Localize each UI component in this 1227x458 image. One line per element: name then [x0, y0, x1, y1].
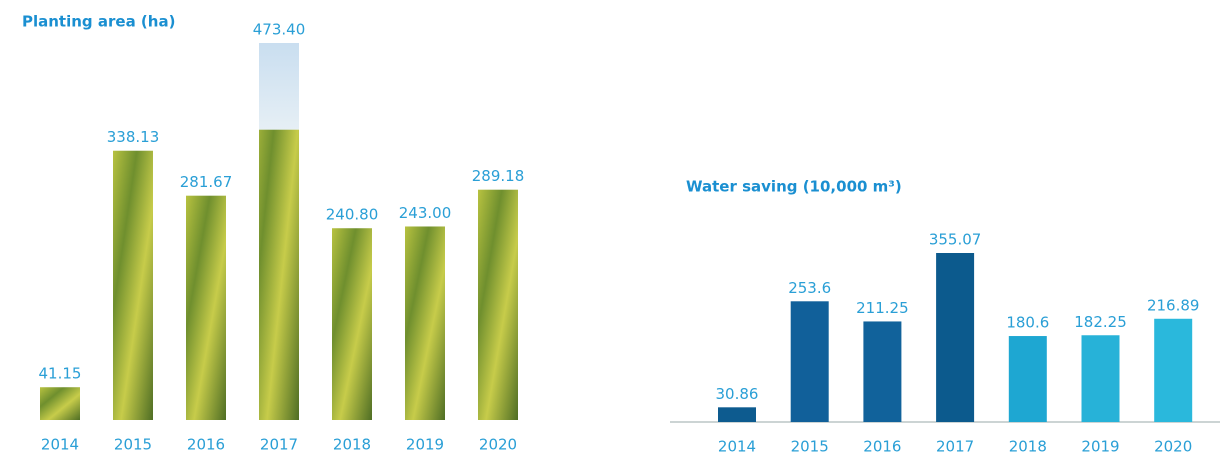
bar — [40, 387, 80, 420]
value-label: 243.00 — [399, 204, 452, 222]
x-tick-label: 2019 — [1081, 438, 1119, 456]
bar — [1154, 318, 1193, 422]
x-tick-label: 2014 — [41, 436, 79, 454]
bar — [332, 228, 372, 420]
bar — [790, 301, 829, 422]
bar — [186, 195, 226, 420]
chart-title: Water saving (10,000 m³) — [686, 178, 902, 196]
x-tick-label: 2015 — [791, 438, 829, 456]
bar — [405, 226, 445, 420]
x-tick-label: 2015 — [114, 436, 152, 454]
value-label: 338.13 — [107, 128, 160, 146]
bar — [1081, 335, 1120, 422]
value-label: 180.6 — [1006, 314, 1049, 332]
bar-sky — [259, 43, 299, 130]
x-tick-label: 2018 — [1009, 438, 1047, 456]
value-label: 41.15 — [39, 365, 82, 383]
bar — [1008, 336, 1047, 422]
x-tick-label: 2017 — [260, 436, 298, 454]
chart-title: Planting area (ha) — [22, 13, 175, 31]
x-tick-label: 2016 — [187, 436, 225, 454]
value-label: 216.89 — [1147, 296, 1200, 314]
value-label: 211.25 — [856, 299, 909, 317]
value-label: 473.40 — [253, 21, 306, 39]
value-label: 281.67 — [180, 173, 233, 191]
bar — [478, 189, 518, 420]
value-label: 30.86 — [716, 385, 759, 403]
bar — [863, 321, 902, 422]
bar — [718, 407, 756, 422]
x-tick-label: 2019 — [406, 436, 444, 454]
x-tick-label: 2020 — [1154, 438, 1192, 456]
value-label: 289.18 — [472, 167, 525, 185]
value-label: 240.80 — [326, 206, 379, 224]
bar — [936, 253, 975, 422]
value-label: 253.6 — [788, 279, 831, 297]
value-label: 355.07 — [929, 231, 982, 249]
x-tick-label: 2020 — [479, 436, 517, 454]
x-tick-label: 2017 — [936, 438, 974, 456]
x-tick-label: 2016 — [863, 438, 901, 456]
value-label: 182.25 — [1074, 313, 1127, 331]
x-tick-label: 2014 — [718, 438, 756, 456]
x-tick-label: 2018 — [333, 436, 371, 454]
bar — [113, 150, 153, 420]
